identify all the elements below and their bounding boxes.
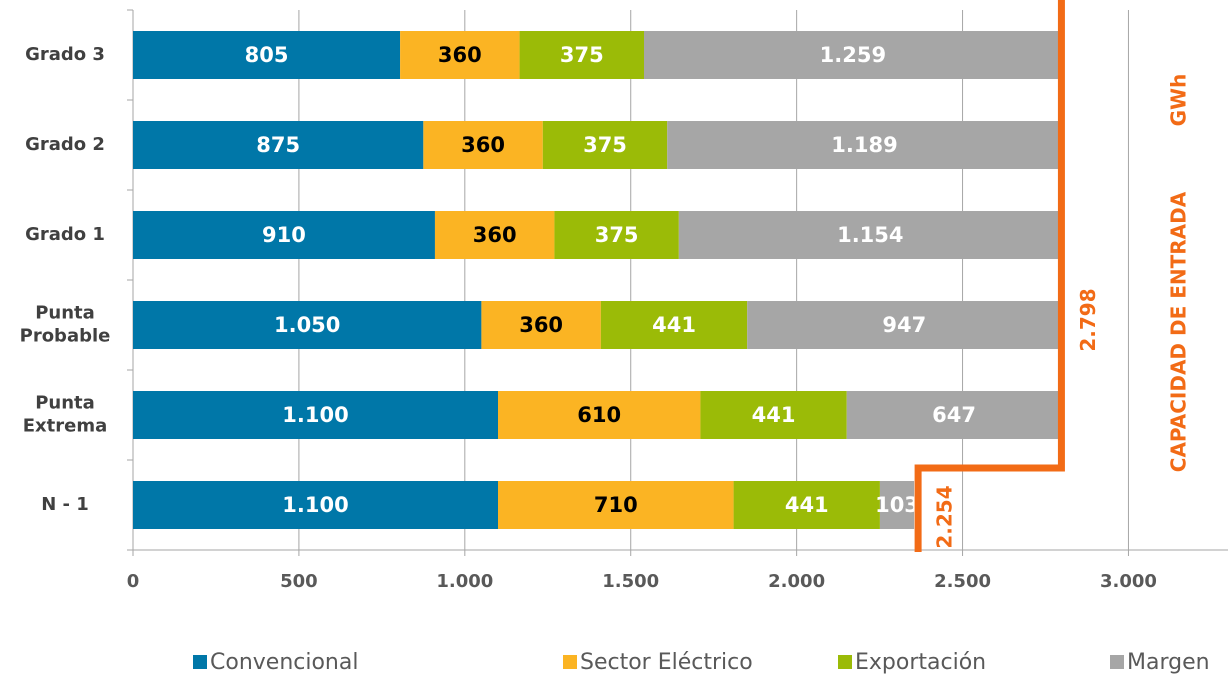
y-tick-label: Grado 2 [25,133,105,155]
bar-segment [678,211,1062,259]
value-label: 1.189 [831,133,897,157]
bar-segment [133,301,482,349]
value-label: 441 [652,313,696,337]
value-label: 1.100 [282,403,348,427]
value-label: 910 [262,223,306,247]
legend-swatch [563,655,577,669]
bar-segment [133,31,401,79]
bar-segment [498,481,734,529]
value-label: 375 [583,133,627,157]
bar-segment [700,391,847,439]
legend-swatch [1110,655,1124,669]
x-tick-label: 1.000 [436,571,493,592]
legend-swatch [193,655,207,669]
y-tick-label: Punta Probable [19,302,111,347]
capacity-line [914,0,1065,552]
x-tick-label: 0 [127,571,140,592]
y-tick-label: Grado 3 [25,43,105,65]
bar-segment [644,31,1062,79]
unit-label: GWh [1167,74,1191,127]
value-label: 375 [560,43,604,67]
value-label: 360 [473,223,517,247]
bar-segment [879,481,915,529]
y-tick-label: Punta Extrema [22,392,108,437]
value-label: 1.100 [282,493,348,517]
value-label: 610 [577,403,621,427]
value-label: 360 [461,133,505,157]
bar-segment [133,211,435,259]
bar-segment [519,31,644,79]
value-label: 710 [594,493,638,517]
bar-segment [481,301,601,349]
legend-label: Sector Eléctrico [580,650,753,675]
x-tick-label: 2.000 [768,571,825,592]
x-tick-label: 2.500 [934,571,991,592]
value-label: 1.050 [274,313,340,337]
bar-segment [133,481,498,529]
bar-segment [133,391,498,439]
value-label: 375 [595,223,639,247]
legend-label: Exportación [855,650,986,675]
y-tick-label: Grado 1 [25,223,105,245]
bar-segment [542,121,668,169]
side-label: CAPACIDAD DE ENTRADA [1167,191,1191,472]
bar-segment [434,211,555,259]
bar-segment [846,391,1062,439]
value-label: 647 [932,403,976,427]
bar-segment [747,301,1062,349]
value-label: 1.154 [837,223,903,247]
x-tick-label: 1.500 [602,571,659,592]
value-label: 441 [785,493,829,517]
bar-segment [400,31,520,79]
bar-segment [733,481,880,529]
legend-label: Convencional [210,650,358,675]
value-label: 441 [752,403,796,427]
bar-segment [600,301,748,349]
value-label: 360 [438,43,482,67]
bar-segment [423,121,543,169]
x-tick-label: 500 [280,571,318,592]
bar-segment [498,391,701,439]
value-label: 103 [875,493,919,517]
legend-label: Margen [1127,650,1210,675]
x-tick-label: 3.000 [1100,571,1157,592]
annotation: 2.254 [933,485,957,548]
bar-segment [133,121,424,169]
value-label: 947 [882,313,926,337]
value-label: 875 [256,133,300,157]
value-label: 1.259 [820,43,886,67]
y-tick-label: N - 1 [41,493,89,515]
bar-segment [554,211,679,259]
annotation: 2.798 [1076,288,1100,351]
value-label: 360 [519,313,563,337]
value-label: 805 [245,43,289,67]
legend-swatch [838,655,852,669]
bar-segment [667,121,1062,169]
